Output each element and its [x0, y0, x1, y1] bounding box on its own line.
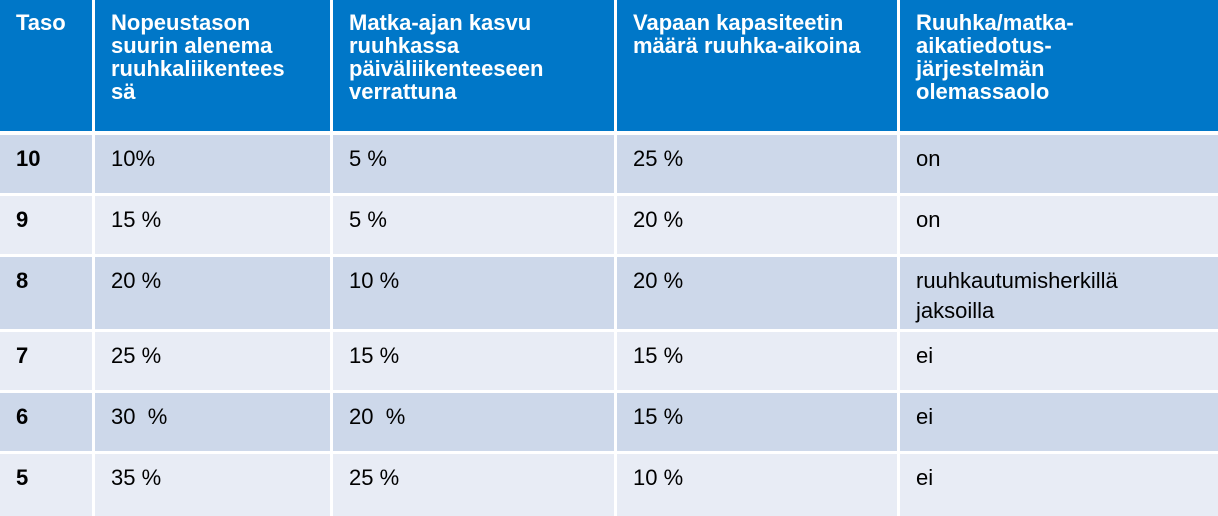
cell-travel-time-increase: 5 % [333, 135, 617, 196]
table-row: 6 30 % 20 % 15 % ei [0, 393, 1218, 454]
cell-information-system: on [900, 196, 1218, 257]
cell-level: 10 [0, 135, 95, 196]
cell-free-capacity: 10 % [617, 454, 900, 516]
cell-speed-drop: 35 % [95, 454, 333, 516]
header-free-capacity: Vapaan kapasiteetin määrä ruuhka-aikoina [617, 0, 900, 135]
cell-speed-drop: 20 % [95, 257, 333, 332]
cell-travel-time-increase: 20 % [333, 393, 617, 454]
table-row: 9 15 % 5 % 20 % on [0, 196, 1218, 257]
cell-level: 8 [0, 257, 95, 332]
cell-level: 9 [0, 196, 95, 257]
cell-information-system: ei [900, 393, 1218, 454]
cell-information-system: ruuhkautumisherkillä jaksoilla [900, 257, 1218, 332]
cell-level: 5 [0, 454, 95, 516]
table-row: 7 25 % 15 % 15 % ei [0, 332, 1218, 393]
cell-speed-drop: 15 % [95, 196, 333, 257]
cell-free-capacity: 15 % [617, 332, 900, 393]
cell-speed-drop: 25 % [95, 332, 333, 393]
cell-information-system: ei [900, 332, 1218, 393]
cell-travel-time-increase: 15 % [333, 332, 617, 393]
header-travel-time-increase: Matka-ajan kasvu ruuhkassa päiväliikente… [333, 0, 617, 135]
cell-speed-drop: 10% [95, 135, 333, 196]
cell-travel-time-increase: 25 % [333, 454, 617, 516]
header-row: Taso Nopeustason suurin alenema ruuhkali… [0, 0, 1218, 135]
cell-information-system: ei [900, 454, 1218, 516]
cell-free-capacity: 15 % [617, 393, 900, 454]
cell-free-capacity: 25 % [617, 135, 900, 196]
cell-level: 7 [0, 332, 95, 393]
table-row: 10 10% 5 % 25 % on [0, 135, 1218, 196]
header-speed-drop: Nopeustason suurin alenema ruuhkaliikent… [95, 0, 333, 135]
cell-travel-time-increase: 10 % [333, 257, 617, 332]
cell-free-capacity: 20 % [617, 257, 900, 332]
table-row: 5 35 % 25 % 10 % ei [0, 454, 1218, 516]
table-row: 8 20 % 10 % 20 % ruuhkautumisherkillä ja… [0, 257, 1218, 332]
cell-speed-drop: 30 % [95, 393, 333, 454]
cell-level: 6 [0, 393, 95, 454]
header-level: Taso [0, 0, 95, 135]
cell-travel-time-increase: 5 % [333, 196, 617, 257]
cell-information-system: on [900, 135, 1218, 196]
header-information-system: Ruuhka/matka-aikatiedotus-järjestelmän o… [900, 0, 1218, 135]
cell-free-capacity: 20 % [617, 196, 900, 257]
